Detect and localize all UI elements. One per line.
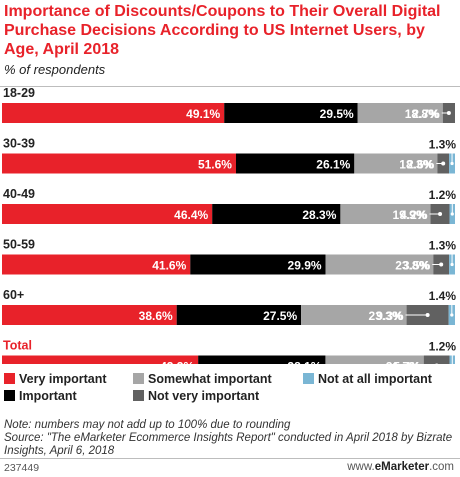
bar-important-total — [198, 355, 326, 364]
leader-dot-top-40-49 — [450, 212, 454, 216]
value-label-not-at-all-important-total: 1.2% — [429, 340, 457, 354]
brand-prefix: www. — [347, 461, 375, 473]
category-label-50-59: 50-59 — [3, 238, 35, 252]
bar-very-important-18-29 — [2, 103, 225, 123]
value-label-not-very-important-30-39: 2.6% — [407, 158, 435, 172]
legend-label: Not very important — [148, 389, 260, 403]
bar-important-50-59 — [190, 254, 326, 275]
bar-important-30-39 — [235, 153, 355, 174]
legend-swatch — [4, 390, 15, 401]
stacked-bar-chart: 18-29 49.1% 29.5% 18.8%2.7% 30-39 51.6% 26.1% 1… — [2, 86, 457, 365]
bar-very-important-50-59 — [2, 254, 191, 275]
legend-label: Important — [19, 389, 77, 403]
value-label-somewhat-important-total: 21.7% — [386, 360, 420, 365]
leader-dot-40-49 — [438, 212, 443, 216]
bottom-divider — [0, 458, 460, 459]
bar-somewhat-important-18-29 — [357, 103, 443, 123]
value-label-somewhat-important-40-49: 19.9% — [393, 208, 427, 222]
value-label-important-30-39: 26.1% — [316, 158, 350, 172]
bar-not-very-important-total — [423, 355, 450, 364]
leader-dot-18-29 — [446, 111, 451, 115]
chart-note-and-source: Note: numbers may not add up to 100% due… — [4, 419, 456, 458]
leader-dot-top-60 — [450, 313, 454, 317]
value-label-important-60: 27.5% — [263, 309, 297, 323]
legend-swatch — [133, 390, 144, 401]
leader-dot-top-30-39 — [450, 161, 454, 166]
value-label-somewhat-important-18-29: 18.8% — [405, 107, 439, 121]
value-label-important-18-29: 29.5% — [320, 107, 354, 121]
bar-very-important-40-49 — [2, 204, 213, 224]
leader-dot-60 — [425, 313, 430, 317]
bar-somewhat-important-total — [325, 355, 424, 364]
category-label-40-49: 40-49 — [3, 187, 35, 201]
brand-suffix: .com — [429, 461, 454, 473]
value-label-very-important-60: 38.6% — [139, 309, 173, 323]
bar-somewhat-important-60 — [301, 305, 407, 325]
legend-important: Important — [4, 389, 77, 403]
chart-id: 237449 — [4, 462, 40, 474]
value-label-not-at-all-important-40-49: 1.2% — [429, 188, 457, 202]
value-label-somewhat-important-60: 23.3% — [369, 309, 403, 323]
bar-very-important-total — [2, 355, 199, 364]
bar-important-60 — [176, 305, 302, 325]
leader-dot-30-39 — [441, 161, 446, 166]
value-label-very-important-50-59: 41.6% — [152, 259, 186, 273]
legend-label: Very important — [19, 372, 107, 386]
value-label-not-very-important-total: 5.7% — [393, 360, 421, 365]
value-label-important-40-49: 28.3% — [302, 208, 336, 222]
value-label-very-important-40-49: 46.4% — [174, 208, 208, 222]
legend-not-at-all-important: Not at all important — [303, 372, 432, 386]
legend-label: Somewhat important — [148, 372, 272, 386]
bar-very-important-30-39 — [2, 153, 236, 174]
category-label-60: 60+ — [3, 288, 24, 302]
value-label-not-very-important-60: 9.3% — [376, 309, 404, 323]
chart-title: Importance of Discounts/Coupons to Their… — [4, 3, 441, 58]
leader-dot-total — [435, 363, 438, 364]
bar-somewhat-important-50-59 — [325, 254, 434, 275]
leader-dot-50-59 — [439, 262, 444, 267]
value-label-not-very-important-50-59: 3.5% — [403, 259, 431, 273]
value-label-not-at-all-important-50-59: 1.3% — [429, 239, 457, 253]
top-divider — [0, 86, 460, 87]
bar-very-important-60 — [2, 305, 177, 325]
category-label-30-39: 30-39 — [3, 137, 35, 151]
value-label-very-important-18-29: 49.1% — [186, 107, 220, 121]
value-label-very-important-total: 43.3% — [160, 360, 194, 365]
value-label-not-at-all-important-30-39: 1.3% — [429, 138, 457, 152]
legend-somewhat-important: Somewhat important — [133, 372, 272, 386]
legend-label: Not at all important — [318, 372, 432, 386]
legend-very-important: Very important — [4, 372, 107, 386]
bar-important-18-29 — [224, 103, 358, 123]
category-label-total: Total — [3, 339, 32, 353]
bar-important-40-49 — [212, 204, 341, 224]
value-label-not-very-important-18-29: 2.7% — [412, 107, 440, 121]
leader-dot-top-50-59 — [450, 262, 454, 267]
chart-subtitle: % of respondents — [4, 62, 106, 77]
legend-swatch — [303, 373, 314, 384]
bar-somewhat-important-40-49 — [340, 204, 431, 224]
value-label-somewhat-important-30-39: 18.3% — [399, 158, 433, 172]
legend-swatch — [133, 373, 144, 384]
chart-note: Note: numbers may not add up to 100% due… — [4, 419, 291, 431]
value-label-somewhat-important-50-59: 23.8% — [395, 259, 429, 273]
legend-swatch — [4, 373, 15, 384]
emarketer-logo[interactable]: www.eMarketer.com — [347, 461, 454, 473]
legend-not-very-important: Not very important — [133, 389, 259, 403]
brand-name: eMarketer — [374, 461, 430, 473]
value-label-important-50-59: 29.9% — [288, 259, 322, 273]
value-label-important-total: 28.1% — [287, 360, 321, 365]
category-label-18-29: 18-29 — [3, 86, 35, 100]
bar-somewhat-important-30-39 — [354, 153, 438, 174]
value-label-very-important-30-39: 51.6% — [198, 158, 232, 172]
value-label-not-very-important-40-49: 4.2% — [400, 208, 428, 222]
chart-source: Source: "The eMarketer Ecommerce Insight… — [4, 432, 453, 457]
value-label-not-at-all-important-60: 1.4% — [429, 289, 457, 303]
